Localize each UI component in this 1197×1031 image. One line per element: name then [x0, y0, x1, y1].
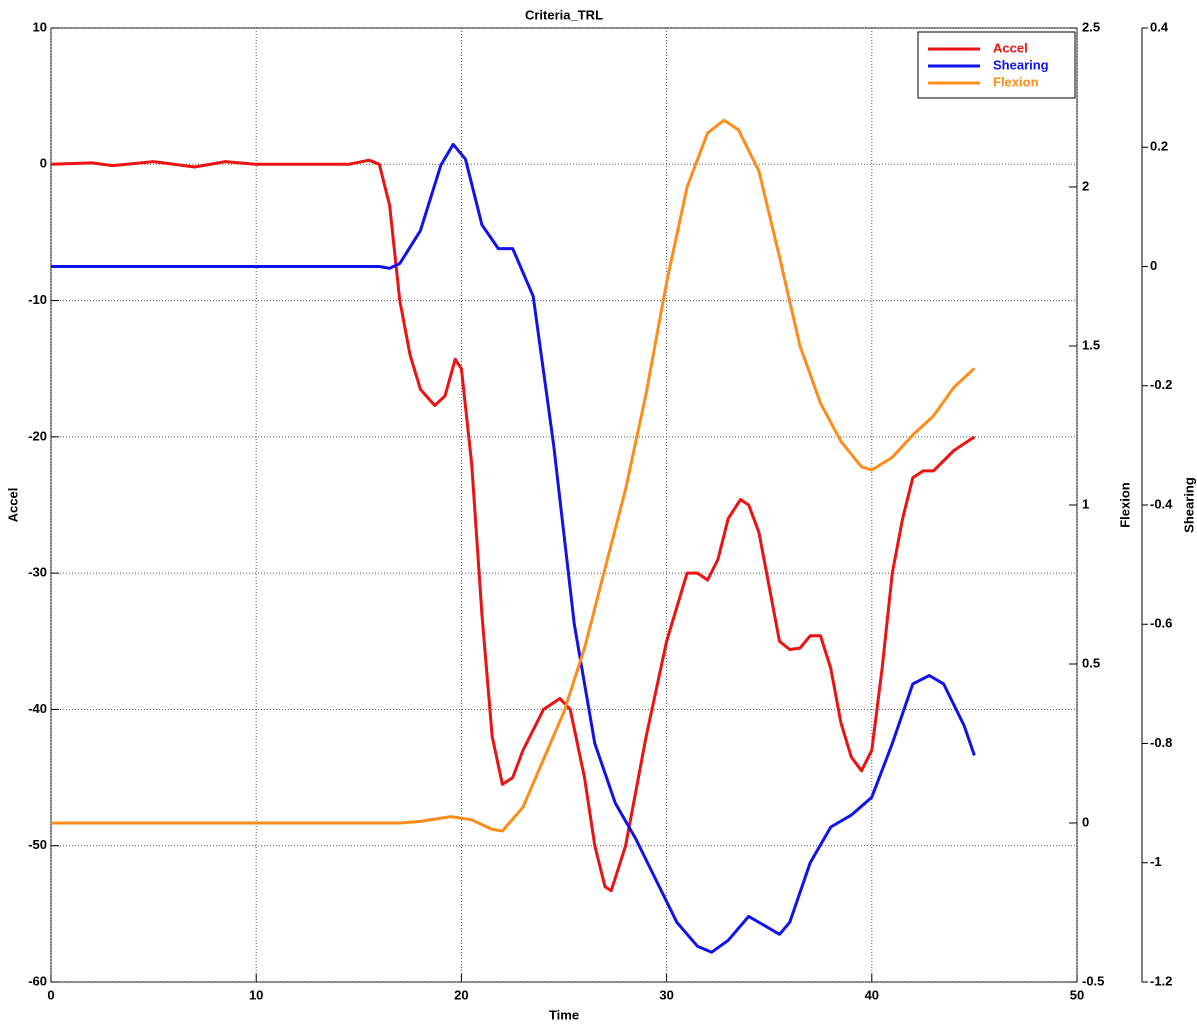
y2-tick-label: -0.5	[1082, 973, 1104, 988]
y3-tick-label: -0.2	[1150, 377, 1172, 392]
series-line	[51, 142, 976, 954]
y3-tick-label: -1.2	[1150, 973, 1172, 988]
series-line	[50, 158, 976, 893]
y3-tick-label: -0.8	[1150, 735, 1172, 750]
y2-tick-label: 2.5	[1082, 19, 1100, 34]
y-tick-label: -10	[28, 292, 47, 307]
x-tick-label: 0	[47, 987, 54, 1002]
y-tick-label: -30	[28, 565, 47, 580]
y-tick-label: -20	[28, 428, 47, 443]
x-tick-label: 40	[865, 987, 879, 1002]
series-line	[51, 118, 976, 833]
y3-tick-label: -0.6	[1150, 616, 1172, 631]
legend-label: Flexion	[993, 74, 1039, 89]
x-tick-label: 10	[249, 987, 263, 1002]
y-tick-label: -50	[28, 837, 47, 852]
y-tick-label: 10	[33, 19, 47, 34]
y2-tick-label: 2	[1082, 178, 1089, 193]
x-tick-label: 30	[659, 987, 673, 1002]
y2-tick-label: 1	[1082, 496, 1089, 511]
y2-tick-label: 0.5	[1082, 655, 1100, 670]
y3-axis-label: Shearing	[1181, 477, 1196, 533]
y3-tick-label: 0	[1150, 258, 1157, 273]
plot-area	[50, 27, 1078, 983]
y2-tick-label: 1.5	[1082, 337, 1100, 352]
y2-axis-label: Flexion	[1117, 482, 1132, 528]
y2-tick-label: 0	[1082, 814, 1089, 829]
y-tick-label: 0	[40, 156, 47, 171]
y3-tick-label: -0.4	[1150, 496, 1173, 511]
legend-label: Shearing	[993, 57, 1049, 72]
y3-tick-label: -1	[1150, 854, 1162, 869]
y-axis-label: Accel	[5, 488, 20, 523]
x-tick-label: 20	[454, 987, 468, 1002]
y-tick-label: -60	[28, 973, 47, 988]
x-axis-label: Time	[549, 1007, 579, 1022]
y3-tick-label: 0.2	[1150, 139, 1168, 154]
chart-title: Criteria_TRL	[525, 7, 603, 22]
y3-tick-label: 0.4	[1150, 19, 1169, 34]
y-tick-label: -40	[28, 701, 47, 716]
legend-label: Accel	[993, 40, 1028, 55]
x-tick-label: 50	[1070, 987, 1084, 1002]
